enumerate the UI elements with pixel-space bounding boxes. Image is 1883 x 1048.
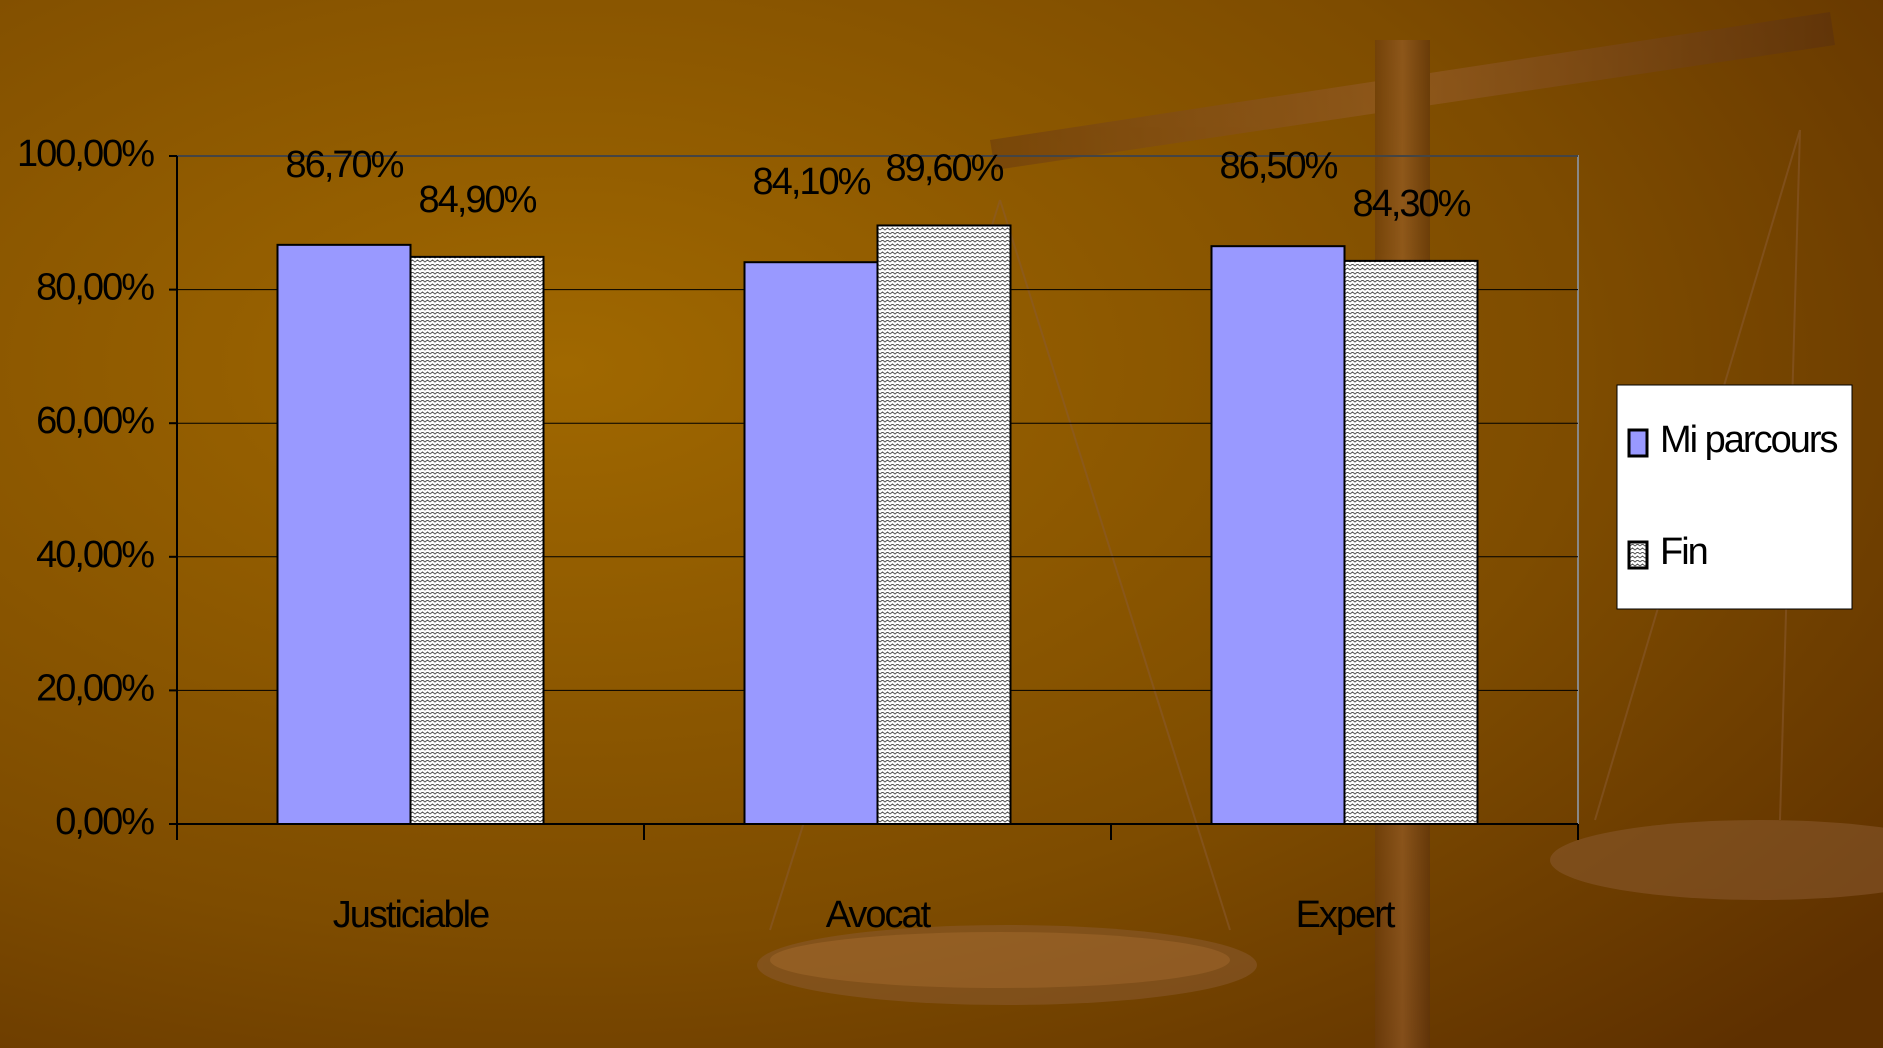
y-tick-label: 100,00% [17, 133, 154, 175]
value-label: 84,30% [1353, 183, 1471, 225]
bar [743, 261, 879, 826]
x-tick-label: Expert [1296, 894, 1396, 936]
y-tick-label: 60,00% [36, 400, 154, 442]
value-label: 86,70% [286, 144, 404, 186]
value-label: 84,10% [753, 161, 871, 203]
bar [1343, 259, 1479, 826]
bar [876, 224, 1012, 826]
y-tick-label: 80,00% [36, 267, 154, 309]
value-label: 86,50% [1220, 145, 1338, 187]
bar [276, 243, 412, 825]
legend-label: Fin [1660, 531, 1707, 573]
x-tick-label: Justiciable [333, 894, 489, 936]
legend-swatch [1627, 428, 1649, 458]
legend-box [1616, 384, 1853, 610]
value-label: 89,60% [886, 148, 1004, 190]
legend-label: Mi parcours [1660, 419, 1837, 461]
bar [409, 255, 545, 826]
y-tick-label: 40,00% [36, 534, 154, 576]
x-tick-label: Avocat [826, 894, 932, 936]
y-tick-label: 20,00% [36, 667, 154, 709]
bar [1210, 245, 1346, 825]
value-label: 84,90% [419, 179, 537, 221]
legend-swatch [1627, 540, 1649, 570]
y-tick-label: 0,00% [55, 801, 154, 843]
